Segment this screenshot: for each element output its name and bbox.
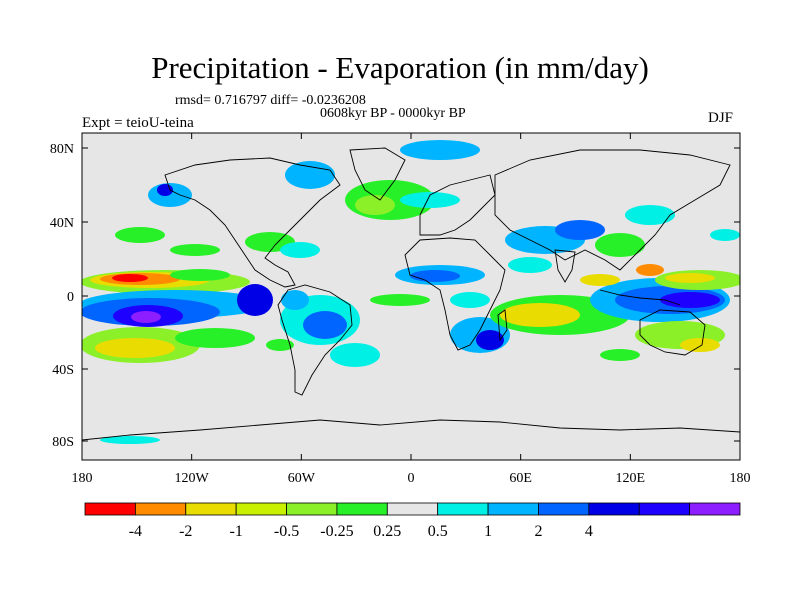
- map-axes: 180 120W 60W 0 60E 120E 180 80N 40N 0 40S 80S: [50, 133, 751, 486]
- lon-tick-label: 120W: [175, 471, 210, 486]
- field-patch: [680, 338, 720, 352]
- rmsd-diff-stats: rmsd= 0.716797 diff= -0.0236208: [175, 93, 366, 108]
- colorbar-label: 0.25: [373, 523, 401, 540]
- colorbar-swatch: [84, 502, 136, 516]
- colorbar-label: 0.5: [428, 523, 448, 540]
- lat-tick-label: 80N: [50, 142, 74, 157]
- field-patch: [410, 270, 460, 282]
- lon-tick-label: 0: [408, 471, 415, 486]
- colorbar-swatch: [134, 502, 187, 516]
- field-patch: [280, 242, 320, 258]
- coast-africa: [404, 237, 506, 351]
- field-patch: [100, 436, 160, 444]
- colorbar-swatch: [588, 502, 640, 516]
- field-patch: [400, 192, 460, 208]
- lon-tick-label: 60W: [288, 471, 316, 486]
- precip-field: [82, 140, 740, 444]
- field-patch: [595, 233, 645, 257]
- colorbar-swatch: [235, 502, 287, 516]
- lat-tick-label: 0: [67, 290, 74, 305]
- coast-india: [554, 249, 576, 283]
- field-patch: [112, 274, 148, 282]
- colorbar-swatch: [336, 502, 388, 516]
- field-patch: [170, 269, 230, 281]
- field-patch: [600, 349, 640, 361]
- field-patch: [355, 195, 395, 215]
- colorbar-label: -0.25: [320, 523, 353, 540]
- coast-australia: [639, 309, 706, 356]
- time-period-label: 0608kyr BP - 0000kyr BP: [320, 106, 466, 121]
- field-patch: [237, 284, 273, 316]
- field-patch: [476, 330, 504, 350]
- field-patch: [450, 292, 490, 308]
- coast-europe: [419, 174, 496, 236]
- colorbar-label: 4: [585, 523, 593, 540]
- colorbar-swatch: [286, 502, 338, 516]
- coast-asia: [494, 149, 731, 271]
- field-patch: [660, 292, 720, 308]
- field-patch: [580, 274, 620, 286]
- lon-tick-label: 60E: [509, 471, 532, 486]
- colorbar: -4 -2 -1 -0.5 -0.25 0.25 0.5 1 2 4: [84, 502, 741, 540]
- coast-greenland: [349, 147, 406, 201]
- field-patch: [508, 257, 552, 273]
- map-title: Precipitation - Evaporation (in mm/day): [151, 50, 649, 85]
- coast-south-america: [277, 284, 353, 396]
- lon-tick-label: 180: [730, 471, 751, 486]
- field-patch: [710, 229, 740, 241]
- colorbar-swatch: [538, 502, 590, 516]
- coastlines: [82, 147, 740, 441]
- field-patch: [281, 290, 309, 310]
- field-patch: [500, 303, 580, 327]
- field-patch: [625, 205, 675, 225]
- colorbar-label: -4: [129, 523, 142, 540]
- field-patch: [115, 227, 165, 243]
- colorbar-label: -2: [179, 523, 192, 540]
- colorbar-swatch: [689, 502, 741, 516]
- field-patch: [665, 273, 715, 283]
- colorbar-swatch: [386, 502, 439, 516]
- lon-tick-label: 120E: [616, 471, 646, 486]
- coast-north-america: [164, 157, 341, 288]
- coast-indonesia: [599, 289, 681, 306]
- field-patch: [370, 294, 430, 306]
- field-patch: [400, 140, 480, 160]
- colorbar-label: 1: [484, 523, 492, 540]
- field-patch: [303, 311, 347, 339]
- colorbar-label: 2: [534, 523, 542, 540]
- coast-madagascar: [497, 309, 508, 342]
- field-patch: [131, 311, 161, 323]
- field-patch: [285, 161, 335, 189]
- field-patch: [555, 220, 605, 240]
- lat-tick-label: 40N: [50, 216, 74, 231]
- lat-tick-label: 40S: [52, 363, 74, 378]
- coast-antarctica: [82, 419, 740, 441]
- season-label: DJF: [708, 110, 734, 126]
- field-patch: [170, 244, 220, 256]
- colorbar-swatch: [437, 502, 489, 516]
- lon-tick-label: 180: [72, 471, 93, 486]
- field-patch: [636, 264, 664, 276]
- colorbar-swatch: [638, 502, 691, 516]
- colorbar-label: -0.5: [274, 523, 299, 540]
- field-patch: [175, 328, 255, 348]
- field-patch: [266, 339, 294, 351]
- colorbar-swatch: [487, 502, 539, 516]
- field-patch: [330, 343, 380, 367]
- lat-tick-label: 80S: [52, 435, 74, 450]
- experiment-label: Expt = teioU-teina: [82, 115, 194, 131]
- colorbar-label: -1: [229, 523, 242, 540]
- field-patch: [95, 338, 175, 358]
- colorbar-swatch: [185, 502, 237, 516]
